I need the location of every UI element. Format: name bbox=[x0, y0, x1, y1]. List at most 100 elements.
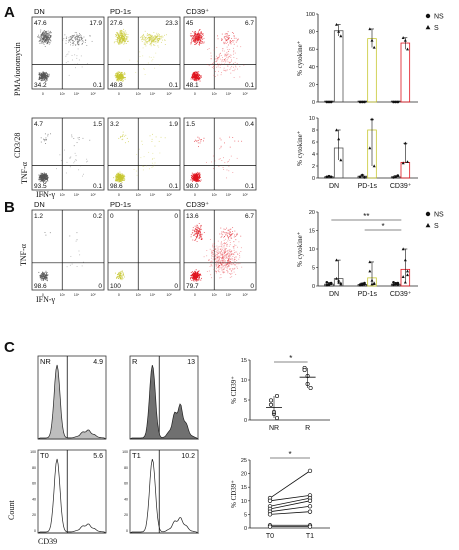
event-dot bbox=[238, 241, 240, 243]
event-dot bbox=[223, 265, 225, 267]
event-dot bbox=[224, 251, 226, 253]
event-dot bbox=[195, 37, 197, 39]
event-dot bbox=[196, 71, 198, 73]
event-dot bbox=[114, 75, 116, 77]
point-ns bbox=[392, 176, 395, 179]
event-dot bbox=[124, 33, 126, 34]
quad-lr: 0.1 bbox=[245, 82, 254, 89]
event-dot bbox=[193, 272, 195, 274]
event-dot bbox=[40, 72, 42, 74]
event-dot bbox=[225, 232, 227, 234]
event-dot bbox=[200, 75, 202, 77]
event-dot bbox=[235, 37, 237, 39]
event-dot bbox=[146, 42, 148, 44]
event-dot bbox=[44, 179, 46, 181]
event-dot bbox=[42, 276, 44, 278]
event-dot bbox=[224, 250, 226, 252]
event-dot bbox=[41, 180, 43, 182]
event-dot bbox=[218, 253, 220, 254]
event-dot bbox=[198, 233, 200, 235]
event-dot bbox=[224, 261, 226, 263]
event-dot bbox=[120, 39, 122, 41]
event-dot bbox=[150, 42, 152, 44]
event-dot bbox=[199, 235, 201, 237]
event-dot bbox=[71, 36, 73, 38]
event-dot bbox=[221, 231, 223, 233]
event-dot bbox=[161, 35, 162, 37]
event-dot bbox=[81, 66, 83, 68]
event-dot bbox=[194, 139, 196, 141]
event-dot bbox=[196, 40, 198, 42]
event-dot bbox=[144, 39, 146, 41]
event-dot bbox=[234, 251, 235, 253]
event-dot bbox=[158, 46, 160, 48]
event-dot bbox=[193, 174, 195, 176]
quad-lr: 0 bbox=[174, 283, 178, 290]
event-dot bbox=[194, 239, 196, 241]
event-dot bbox=[227, 261, 229, 263]
event-dot bbox=[146, 38, 148, 40]
event-dot bbox=[118, 77, 120, 79]
event-dot bbox=[217, 63, 219, 65]
event-dot bbox=[119, 271, 121, 273]
event-dot bbox=[41, 276, 43, 278]
event-dot bbox=[41, 274, 43, 276]
event-dot bbox=[148, 151, 150, 153]
event-dot bbox=[223, 259, 225, 260]
event-dot bbox=[121, 71, 123, 73]
event-dot bbox=[194, 31, 195, 33]
event-dot bbox=[228, 236, 230, 238]
event-dot bbox=[159, 36, 160, 38]
event-dot bbox=[120, 179, 121, 180]
event-dot bbox=[119, 33, 121, 35]
event-dot bbox=[120, 35, 122, 37]
event-dot bbox=[116, 32, 118, 33]
event-dot bbox=[37, 36, 39, 37]
event-dot bbox=[75, 159, 77, 161]
event-dot bbox=[42, 179, 44, 181]
event-dot bbox=[216, 257, 218, 259]
tick-label: 10⁵ bbox=[243, 193, 249, 197]
event-dot bbox=[46, 40, 48, 41]
event-dot bbox=[197, 273, 199, 275]
event-dot bbox=[199, 75, 201, 77]
event-dot bbox=[79, 38, 81, 40]
event-dot bbox=[76, 33, 78, 35]
event-dot bbox=[220, 268, 222, 270]
event-dot bbox=[193, 36, 195, 38]
event-dot bbox=[45, 176, 47, 178]
event-dot bbox=[39, 178, 41, 180]
event-dot bbox=[217, 254, 219, 256]
event-dot bbox=[47, 73, 49, 75]
event-dot bbox=[50, 36, 52, 38]
event-dot bbox=[42, 77, 44, 79]
event-dot bbox=[219, 245, 221, 247]
event-dot bbox=[120, 38, 122, 40]
y-tick-label: 5 bbox=[244, 398, 247, 404]
event-dot bbox=[196, 140, 198, 142]
event-dot bbox=[215, 57, 217, 59]
event-dot bbox=[197, 234, 199, 236]
event-dot bbox=[194, 31, 196, 32]
event-dot bbox=[40, 31, 42, 33]
event-dot bbox=[199, 32, 201, 34]
event-dot bbox=[215, 270, 217, 272]
event-dot bbox=[192, 178, 194, 180]
event-dot bbox=[227, 44, 229, 46]
histogram-tick: 40 bbox=[124, 497, 128, 501]
event-dot bbox=[74, 32, 76, 34]
event-dot bbox=[153, 37, 155, 38]
event-dot bbox=[226, 169, 228, 171]
event-dot bbox=[79, 33, 80, 34]
event-dot bbox=[74, 152, 76, 154]
event-dot bbox=[123, 73, 125, 75]
event-dot bbox=[222, 256, 224, 258]
event-dot bbox=[225, 248, 227, 249]
event-dot bbox=[222, 256, 224, 258]
event-dot bbox=[42, 173, 44, 175]
event-dot bbox=[82, 41, 84, 43]
event-dot bbox=[223, 42, 225, 44]
event-dot bbox=[154, 40, 156, 42]
quad-lr: 0.1 bbox=[169, 82, 178, 89]
tick-label: 10⁵ bbox=[91, 92, 97, 96]
